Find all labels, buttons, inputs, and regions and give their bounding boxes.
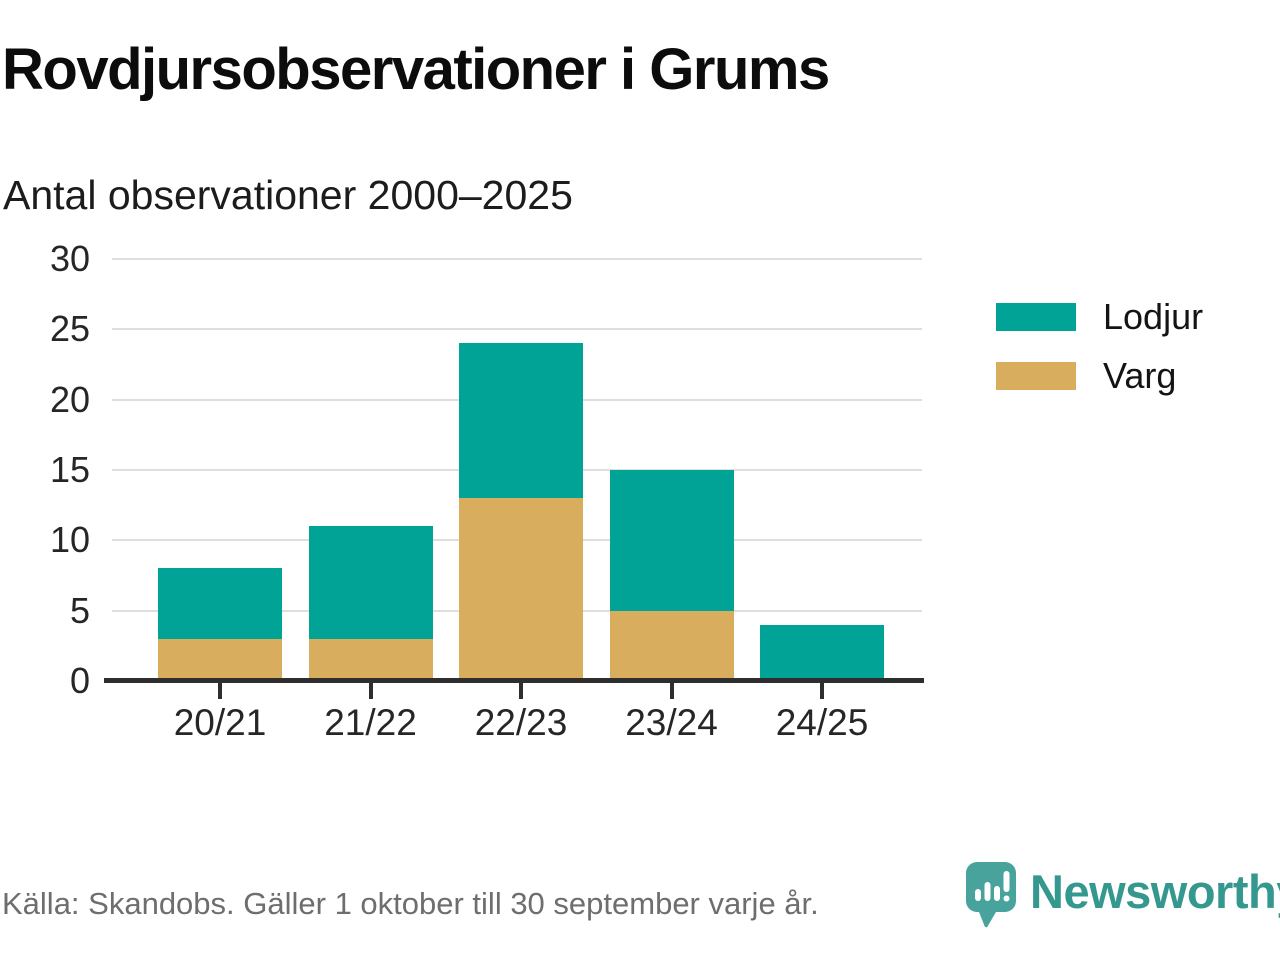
y-axis-label: 5 xyxy=(69,589,90,631)
y-axis-label: 30 xyxy=(49,238,90,279)
newsworthy-bubble-chart-icon xyxy=(966,862,1016,928)
y-axis-label: 25 xyxy=(49,308,90,350)
y-axis-label: 10 xyxy=(49,519,90,561)
bar-segment-lodjur-21/22 xyxy=(308,526,433,639)
legend-item-lodjur: Lodjur xyxy=(996,296,1203,337)
x-axis-tick xyxy=(368,683,373,699)
legend-item-varg: Varg xyxy=(996,355,1203,396)
x-axis-tick xyxy=(218,683,222,699)
chart-title: Rovdjursobservationer i Grums xyxy=(2,37,830,102)
legend-swatch-lodjur xyxy=(996,303,1076,331)
bar-segment-lodjur-20/21 xyxy=(158,568,282,639)
legend-label-varg: Varg xyxy=(1103,355,1177,396)
plot-area xyxy=(112,258,922,681)
x-axis-tick xyxy=(820,683,824,699)
y-axis-label: 15 xyxy=(49,449,90,490)
y-axis-label: 20 xyxy=(49,378,90,420)
bar-segment-lodjur-22/23 xyxy=(459,343,583,499)
x-axis-tick xyxy=(669,683,674,699)
y-axis-label: 0 xyxy=(69,660,90,701)
x-axis-label-21-22: 21/22 xyxy=(324,702,417,743)
legend-label-lodjur: Lodjur xyxy=(1103,296,1204,337)
x-axis-label-24-25: 24/25 xyxy=(775,702,869,743)
bar-segment-lodjur-24/25 xyxy=(760,624,884,681)
bar-segment-varg-23/24 xyxy=(609,610,734,681)
x-axis-line xyxy=(104,678,924,683)
brand-name: Newsworthy xyxy=(1030,865,1280,918)
x-axis-label-23-24: 23/24 xyxy=(625,702,718,743)
brand-logo: Newsworthy xyxy=(966,862,1280,928)
bar-segment-varg-21/22 xyxy=(308,638,433,681)
gridline-25 xyxy=(112,328,922,331)
chart-subtitle: Antal observationer 2000–2025 xyxy=(3,172,573,218)
gridline-30 xyxy=(112,258,922,260)
bar-segment-varg-22/23 xyxy=(459,498,583,681)
x-axis-label-22-23: 22/23 xyxy=(474,702,568,743)
x-axis-label-20-21: 20/21 xyxy=(173,702,267,743)
legend-swatch-varg xyxy=(996,362,1076,390)
source-note: Källa: Skandobs. Gäller 1 oktober till 3… xyxy=(2,886,819,921)
x-axis-tick xyxy=(519,683,523,699)
legend: Lodjur Varg xyxy=(996,296,1203,421)
bar-segment-varg-20/21 xyxy=(158,638,282,681)
bar-segment-lodjur-23/24 xyxy=(609,470,734,611)
